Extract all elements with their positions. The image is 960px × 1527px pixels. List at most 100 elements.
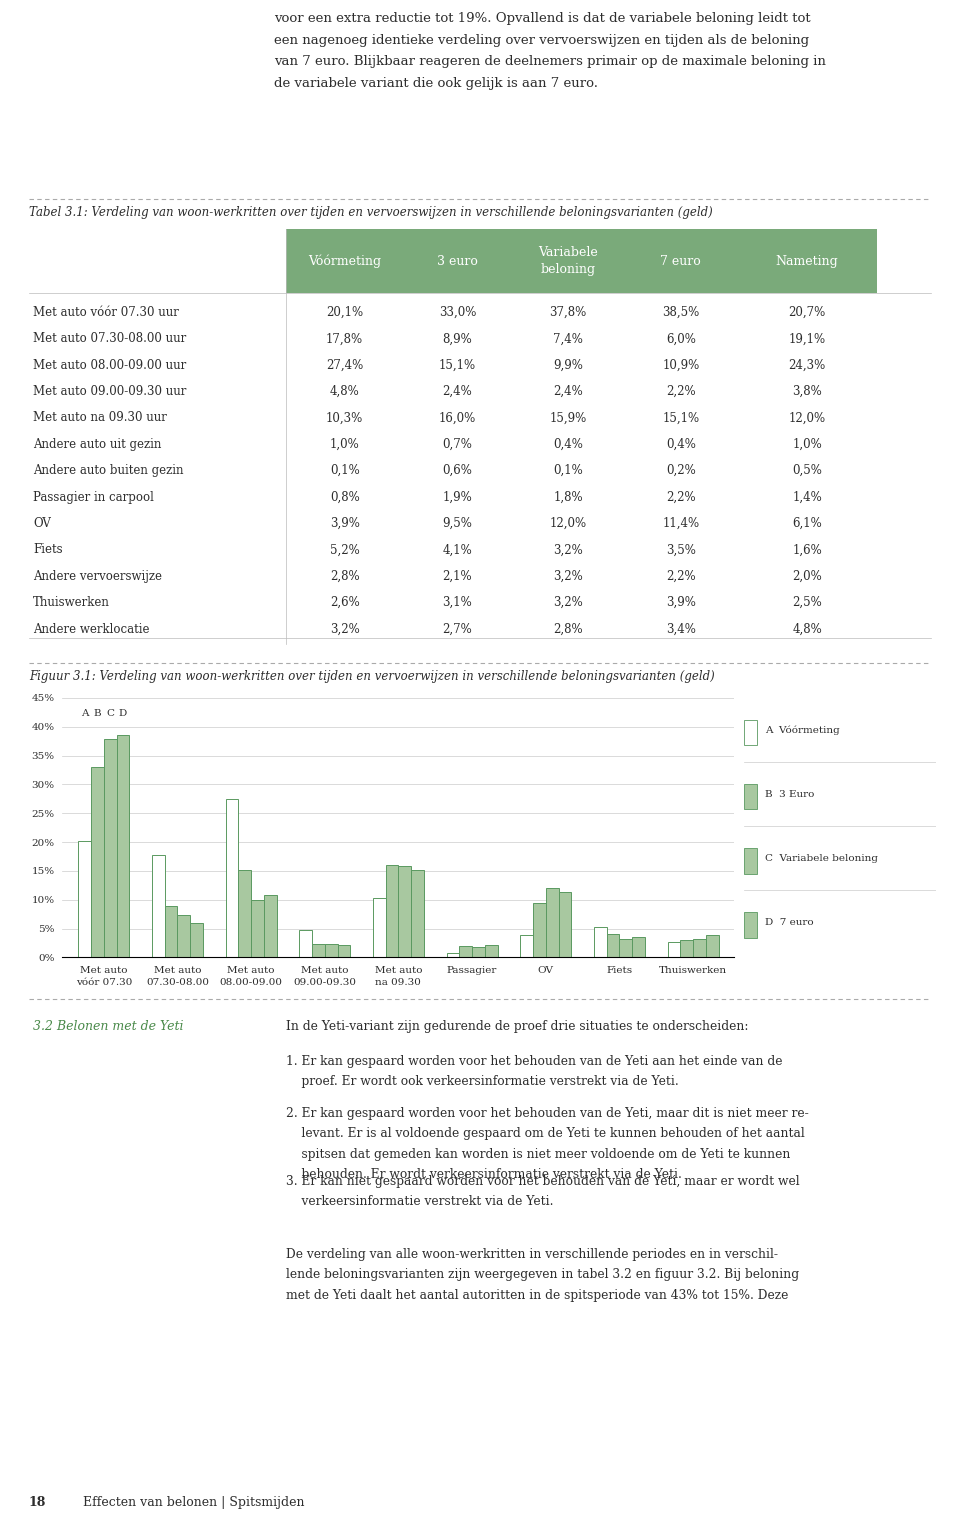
FancyBboxPatch shape bbox=[744, 847, 757, 873]
Text: Andere werklocatie: Andere werklocatie bbox=[34, 623, 150, 635]
Text: 2,4%: 2,4% bbox=[443, 385, 472, 399]
Text: 2,8%: 2,8% bbox=[330, 570, 359, 583]
Text: 3,2%: 3,2% bbox=[553, 596, 583, 609]
Text: 2,6%: 2,6% bbox=[330, 596, 359, 609]
Bar bbox=[91, 767, 104, 957]
Text: 9,5%: 9,5% bbox=[443, 518, 472, 530]
Text: 6,0%: 6,0% bbox=[666, 333, 696, 345]
Text: 0,4%: 0,4% bbox=[666, 438, 696, 450]
Text: 11,4%: 11,4% bbox=[662, 518, 699, 530]
Text: 3,5%: 3,5% bbox=[666, 544, 696, 556]
Text: 10,9%: 10,9% bbox=[662, 359, 700, 371]
Bar bbox=[252, 901, 264, 957]
Text: 3.2 Belonen met de Yeti: 3.2 Belonen met de Yeti bbox=[34, 1020, 183, 1032]
Text: 17,8%: 17,8% bbox=[326, 333, 363, 345]
Text: 10,3%: 10,3% bbox=[326, 411, 363, 425]
Text: Tabel 3.1: Verdeling van woon-werkritten over tijden en vervoerswijzen in versch: Tabel 3.1: Verdeling van woon-werkritten… bbox=[29, 206, 712, 218]
Text: 9,9%: 9,9% bbox=[553, 359, 583, 371]
Text: 3,9%: 3,9% bbox=[666, 596, 696, 609]
Text: Variabele
beloning: Variabele beloning bbox=[539, 246, 598, 276]
Text: Fiets: Fiets bbox=[34, 544, 63, 556]
Bar bbox=[226, 799, 238, 957]
Text: Thuiswerken: Thuiswerken bbox=[34, 596, 110, 609]
Bar bbox=[472, 947, 485, 957]
Text: 37,8%: 37,8% bbox=[549, 305, 587, 319]
Text: 3,1%: 3,1% bbox=[443, 596, 472, 609]
Bar bbox=[667, 942, 681, 957]
Text: 1,6%: 1,6% bbox=[792, 544, 822, 556]
Text: 0,7%: 0,7% bbox=[443, 438, 472, 450]
Text: 4,1%: 4,1% bbox=[443, 544, 472, 556]
Text: 2,2%: 2,2% bbox=[666, 570, 696, 583]
Text: Effecten van belonen | Spitsmijden: Effecten van belonen | Spitsmijden bbox=[83, 1496, 304, 1509]
Text: 3,4%: 3,4% bbox=[666, 623, 696, 635]
Text: 18: 18 bbox=[29, 1496, 46, 1509]
Text: A  Vóórmeting: A Vóórmeting bbox=[765, 725, 840, 734]
Text: 20,1%: 20,1% bbox=[326, 305, 363, 319]
Text: A: A bbox=[81, 709, 88, 718]
Bar bbox=[104, 739, 116, 957]
Text: 0,1%: 0,1% bbox=[330, 464, 359, 478]
Text: OV: OV bbox=[34, 518, 51, 530]
Text: 0,1%: 0,1% bbox=[553, 464, 583, 478]
Text: 2,5%: 2,5% bbox=[792, 596, 822, 609]
FancyBboxPatch shape bbox=[286, 229, 877, 293]
Bar bbox=[485, 945, 497, 957]
Text: 5,2%: 5,2% bbox=[330, 544, 359, 556]
Text: 33,0%: 33,0% bbox=[439, 305, 476, 319]
Bar bbox=[619, 939, 633, 957]
Bar bbox=[607, 935, 619, 957]
Text: C: C bbox=[107, 709, 114, 718]
Text: Met auto 09.00-09.30 uur: Met auto 09.00-09.30 uur bbox=[34, 385, 186, 399]
Text: 24,3%: 24,3% bbox=[788, 359, 826, 371]
Text: Vóórmeting: Vóórmeting bbox=[308, 255, 381, 269]
Bar bbox=[312, 944, 324, 957]
Bar bbox=[545, 889, 559, 957]
Bar bbox=[411, 870, 424, 957]
Text: 2,8%: 2,8% bbox=[553, 623, 583, 635]
Text: Passagier in carpool: Passagier in carpool bbox=[34, 490, 155, 504]
Text: 15,9%: 15,9% bbox=[549, 411, 587, 425]
Bar bbox=[264, 895, 276, 957]
Text: 3,2%: 3,2% bbox=[330, 623, 359, 635]
Text: 7,4%: 7,4% bbox=[553, 333, 583, 345]
Text: 6,1%: 6,1% bbox=[792, 518, 822, 530]
Text: In de Yeti-variant zijn gedurende de proef drie situaties te onderscheiden:: In de Yeti-variant zijn gedurende de pro… bbox=[286, 1020, 749, 1032]
Text: 2,4%: 2,4% bbox=[553, 385, 583, 399]
Text: 1,0%: 1,0% bbox=[330, 438, 359, 450]
Text: Met auto 07.30-08.00 uur: Met auto 07.30-08.00 uur bbox=[34, 333, 186, 345]
Text: 1,0%: 1,0% bbox=[792, 438, 822, 450]
Text: 4,8%: 4,8% bbox=[792, 623, 822, 635]
Text: 1,4%: 1,4% bbox=[792, 490, 822, 504]
Text: 15,1%: 15,1% bbox=[439, 359, 476, 371]
Bar bbox=[520, 935, 533, 957]
Bar bbox=[164, 906, 178, 957]
Bar bbox=[178, 915, 190, 957]
Text: 27,4%: 27,4% bbox=[326, 359, 363, 371]
Text: 15,1%: 15,1% bbox=[662, 411, 699, 425]
Text: 2,7%: 2,7% bbox=[443, 623, 472, 635]
Text: De verdeling van alle woon-werkritten in verschillende periodes en in verschil-
: De verdeling van alle woon-werkritten in… bbox=[286, 1248, 799, 1301]
Bar bbox=[238, 870, 252, 957]
Text: 2,0%: 2,0% bbox=[792, 570, 822, 583]
Text: 0,4%: 0,4% bbox=[553, 438, 583, 450]
Text: voor een extra reductie tot 19%. Opvallend is dat de variabele beloning leidt to: voor een extra reductie tot 19%. Opvalle… bbox=[274, 12, 826, 90]
Bar bbox=[533, 902, 545, 957]
Bar bbox=[706, 935, 719, 957]
Bar bbox=[633, 938, 645, 957]
Text: 3,9%: 3,9% bbox=[329, 518, 360, 530]
Text: 16,0%: 16,0% bbox=[439, 411, 476, 425]
Text: Met auto vóór 07.30 uur: Met auto vóór 07.30 uur bbox=[34, 305, 180, 319]
Text: 2,1%: 2,1% bbox=[443, 570, 472, 583]
Text: 38,5%: 38,5% bbox=[662, 305, 700, 319]
Bar bbox=[338, 945, 350, 957]
Text: 2,2%: 2,2% bbox=[666, 385, 696, 399]
Text: Andere auto uit gezin: Andere auto uit gezin bbox=[34, 438, 161, 450]
Text: 1,8%: 1,8% bbox=[553, 490, 583, 504]
Text: 2,2%: 2,2% bbox=[666, 490, 696, 504]
Text: 3 euro: 3 euro bbox=[437, 255, 478, 267]
Text: 0,2%: 0,2% bbox=[666, 464, 696, 478]
Bar bbox=[386, 866, 398, 957]
Bar bbox=[116, 736, 130, 957]
Bar bbox=[693, 939, 706, 957]
